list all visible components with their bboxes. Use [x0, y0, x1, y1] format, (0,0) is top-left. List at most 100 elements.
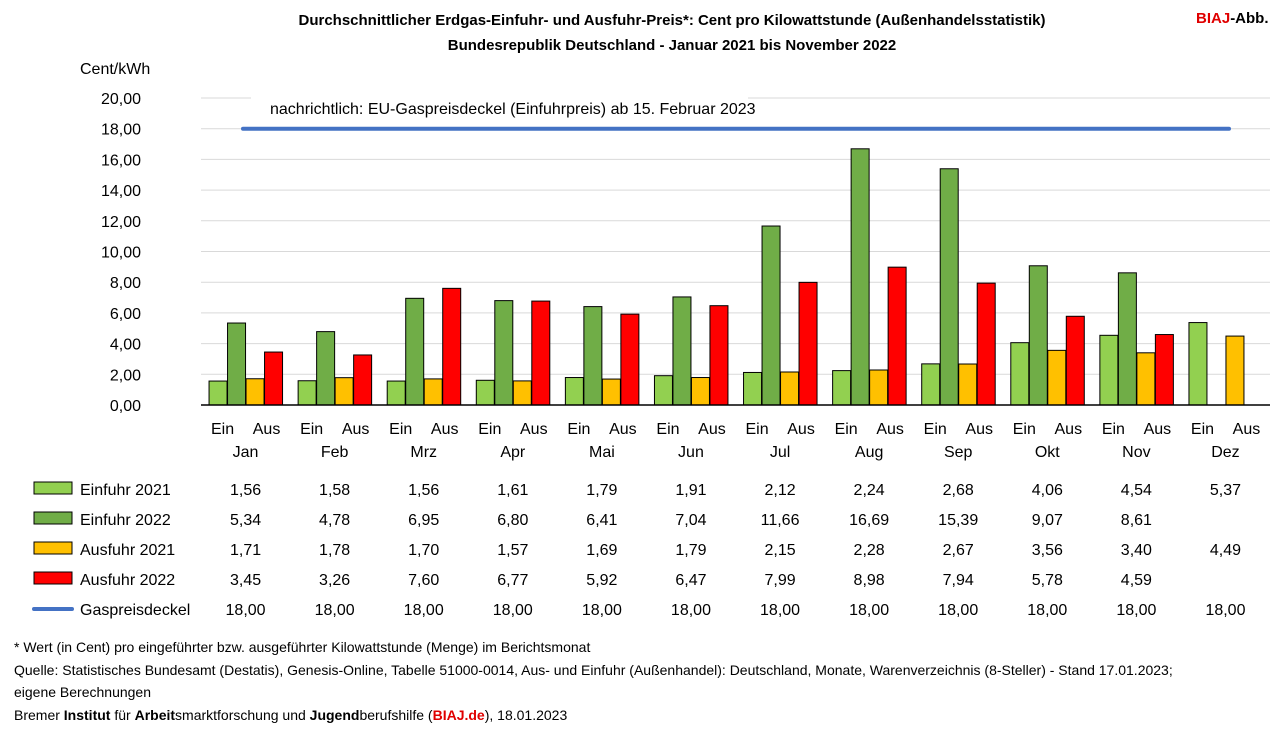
bar — [334, 377, 354, 406]
x-sub-label-aus: Aus — [1055, 421, 1083, 438]
y-tick-label: 6,00 — [110, 306, 141, 323]
table-cell: 1,71 — [230, 542, 261, 559]
bar — [423, 378, 443, 406]
table-cell: 2,24 — [854, 482, 885, 499]
table-cell: 18,00 — [938, 602, 978, 619]
table-cell: 6,95 — [408, 512, 439, 529]
bar — [1010, 342, 1030, 406]
x-sub-label-ein: Ein — [1013, 421, 1036, 438]
table-cell: 7,99 — [764, 572, 795, 589]
y-axis-label: Cent/kWh — [80, 61, 150, 78]
x-sub-label-aus: Aus — [609, 421, 637, 438]
x-sub-label-ein: Ein — [1191, 421, 1214, 438]
bar — [564, 377, 584, 406]
table-cell: 7,04 — [675, 512, 706, 529]
y-tick-label: 16,00 — [101, 152, 141, 169]
credit-line: Bremer Institut für Arbeitsmarktforschun… — [14, 706, 568, 723]
brand-rest: -Abb. — [1230, 10, 1269, 27]
bar — [475, 379, 495, 406]
x-axis-labels: Ein Aus Jan Ein Aus Feb Ein Aus Mrz Ein Aus Apr Ein A… — [211, 421, 1260, 461]
x-category-label: Apr — [500, 444, 526, 461]
legend-swatch — [33, 541, 73, 555]
bar — [1065, 315, 1085, 406]
bar — [1154, 334, 1174, 406]
table-cell: 1,57 — [497, 542, 528, 559]
chart-title-line1: Durchschnittlicher Erdgas-Einfuhr- und A… — [299, 12, 1046, 29]
bar — [494, 300, 514, 406]
x-category-label: Sep — [944, 444, 973, 461]
legend-swatch — [33, 571, 73, 585]
bar — [976, 282, 996, 406]
x-sub-label-ein: Ein — [478, 421, 501, 438]
bar — [316, 331, 336, 406]
table-cell: 2,28 — [854, 542, 885, 559]
footnote: * Wert (in Cent) pro eingeführter bzw. a… — [14, 639, 591, 655]
source-line-2: eigene Berechnungen — [14, 684, 152, 700]
table-cell: 1,58 — [319, 482, 350, 499]
credit-link[interactable]: BIAJ.de — [432, 706, 485, 723]
table-cell: 3,45 — [230, 572, 261, 589]
table-cell: 9,07 — [1032, 512, 1063, 529]
table-cell: 18,00 — [404, 602, 444, 619]
table-cell: 6,80 — [497, 512, 528, 529]
table-cell: 6,41 — [586, 512, 617, 529]
x-category-label: Dez — [1211, 444, 1239, 461]
table-cell: 18,00 — [226, 602, 266, 619]
legend-label: Gaspreisdeckel — [80, 602, 190, 619]
table-cell: 1,79 — [675, 542, 706, 559]
bar — [1188, 322, 1208, 406]
x-sub-label-aus: Aus — [342, 421, 370, 438]
x-sub-label-aus: Aus — [1144, 421, 1172, 438]
table-cell: 3,26 — [319, 572, 350, 589]
y-tick-label: 10,00 — [101, 245, 141, 262]
y-tick-label: 14,00 — [101, 183, 141, 200]
table-cell: 4,49 — [1210, 542, 1241, 559]
x-category-label: Mrz — [410, 444, 437, 461]
brand-red: BIAJ — [1196, 10, 1231, 27]
bar — [709, 305, 729, 406]
brand-label: BIAJ-Abb. — [1196, 10, 1269, 27]
legend-swatch — [33, 511, 73, 525]
bar — [353, 354, 373, 406]
bar — [208, 380, 228, 406]
table-cell: 1,56 — [230, 482, 261, 499]
x-category-label: Mai — [589, 444, 615, 461]
table-cell: 4,54 — [1121, 482, 1152, 499]
bar — [531, 300, 551, 406]
x-sub-label-aus: Aus — [431, 421, 459, 438]
table-cell: 18,00 — [315, 602, 355, 619]
table-cell: 5,37 — [1210, 482, 1241, 499]
bar — [887, 266, 907, 406]
table-cell: 8,61 — [1121, 512, 1152, 529]
bar — [1047, 349, 1067, 406]
bar — [780, 371, 800, 406]
x-category-label: Jul — [770, 444, 790, 461]
table-cell: 1,70 — [408, 542, 439, 559]
table-cell: 1,56 — [408, 482, 439, 499]
bar — [1028, 265, 1048, 406]
table-cell: 6,77 — [497, 572, 528, 589]
y-tick-label: 2,00 — [110, 367, 141, 384]
x-category-label: Jan — [233, 444, 259, 461]
bar — [512, 380, 532, 406]
bar — [297, 380, 317, 406]
x-category-label: Jun — [678, 444, 704, 461]
bar — [245, 378, 265, 406]
bar — [264, 351, 284, 406]
y-tick-label: 4,00 — [110, 337, 141, 354]
x-sub-label-ein: Ein — [835, 421, 858, 438]
table-cell: 18,00 — [849, 602, 889, 619]
x-sub-label-ein: Ein — [1102, 421, 1125, 438]
table-cell: 18,00 — [671, 602, 711, 619]
table-cell: 2,15 — [764, 542, 795, 559]
table-cell: 16,69 — [849, 512, 889, 529]
y-tick-labels: 0,00 2,00 4,00 6,00 8,00 10,00 12,00 14,00 16,00… — [101, 91, 141, 415]
bar — [690, 377, 710, 406]
bar — [405, 297, 425, 406]
table-cell: 3,40 — [1121, 542, 1152, 559]
table-cell: 1,78 — [319, 542, 350, 559]
x-sub-label-ein: Ein — [745, 421, 768, 438]
x-sub-label-ein: Ein — [389, 421, 412, 438]
x-sub-label-aus: Aus — [965, 421, 993, 438]
table-cell: 18,00 — [760, 602, 800, 619]
